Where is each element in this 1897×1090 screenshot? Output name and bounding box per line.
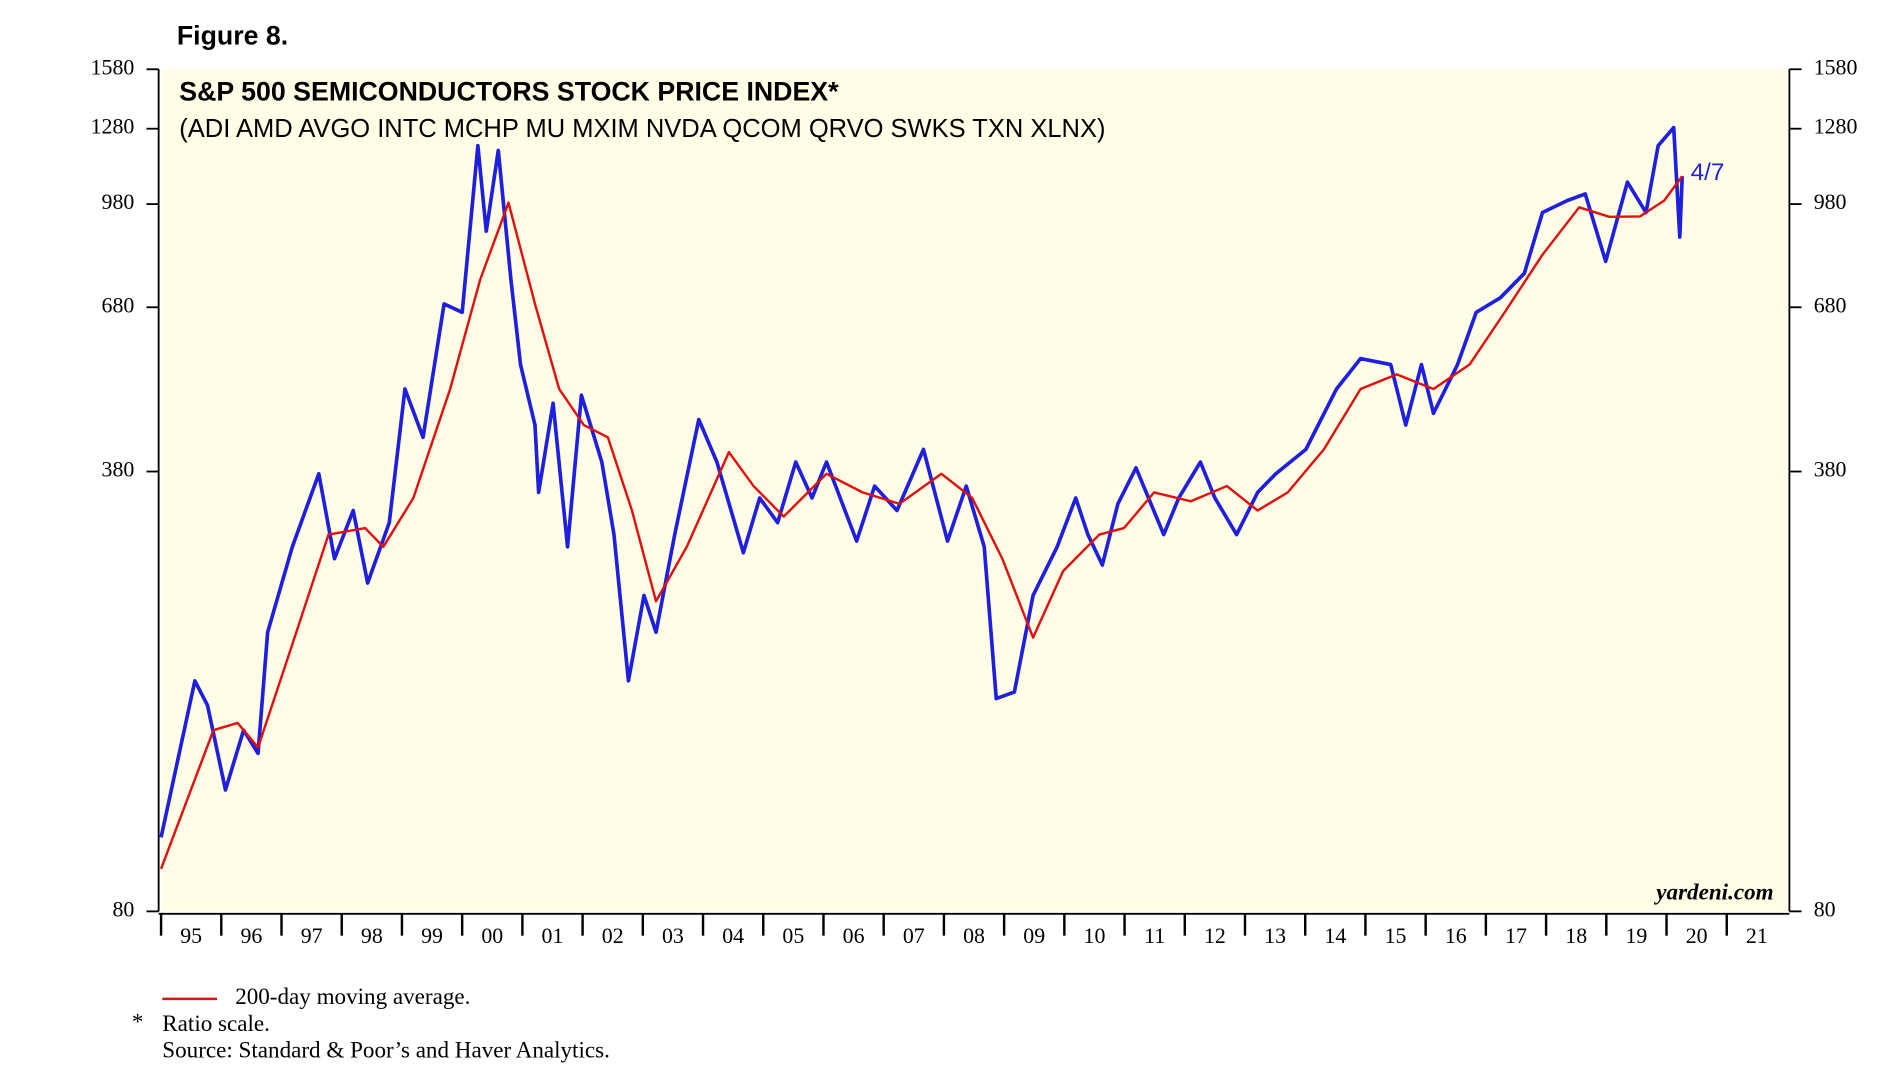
y-tick-label: 1280 [91, 115, 135, 139]
x-tick-label: 97 [301, 924, 323, 948]
y-tick-label: 680 [1814, 293, 1847, 317]
x-tick-label: 99 [421, 924, 443, 948]
x-tick-label: 17 [1505, 924, 1527, 948]
y-tick-label: 80 [1814, 897, 1836, 921]
plot-area [161, 69, 1787, 912]
y-tick-label: 80 [112, 897, 134, 921]
x-tick-label: 02 [602, 924, 624, 948]
x-tick-label: 95 [180, 924, 202, 948]
y-tick-label: 680 [102, 293, 135, 317]
x-tick-label: 00 [481, 924, 503, 948]
chart-subtitle: (ADI AMD AVGO INTC MCHP MU MXIM NVDA QCO… [179, 115, 1105, 143]
annotation: 4/7 [1691, 159, 1725, 186]
x-tick-label: 15 [1385, 924, 1407, 948]
x-tick-label: 10 [1084, 924, 1106, 948]
x-tick-label: 98 [361, 924, 383, 948]
x-tick-label: 08 [963, 924, 985, 948]
y-tick-label: 380 [102, 458, 135, 482]
x-tick-label: 09 [1023, 924, 1045, 948]
legend-label: 200-day moving average. [235, 983, 470, 1009]
x-tick-label: 01 [542, 924, 564, 948]
x-tick-label: 12 [1204, 924, 1226, 948]
x-tick-label: 18 [1565, 924, 1587, 948]
x-tick-label: 16 [1445, 924, 1467, 948]
y-tick-label: 980 [102, 190, 135, 214]
y-tick-label: 1580 [91, 55, 135, 79]
y-tick-label: 380 [1814, 458, 1847, 482]
y-tick-label: 1580 [1814, 55, 1858, 79]
x-tick-label: 04 [722, 924, 744, 948]
x-tick-label: 06 [843, 924, 865, 948]
x-tick-label: 20 [1686, 924, 1708, 948]
y-tick-label: 980 [1814, 190, 1847, 214]
series-line [159, 175, 1684, 870]
x-tick-label: 96 [240, 924, 262, 948]
x-tick-label: 03 [662, 924, 684, 948]
x-tick-label: 13 [1264, 924, 1286, 948]
footnote: Ratio scale. [162, 1010, 270, 1036]
series-line [159, 125, 1685, 838]
watermark: yardeni.com [1653, 879, 1773, 905]
source: Source: Standard & Poor’s and Haver Anal… [162, 1037, 610, 1063]
y-tick-label: 1280 [1814, 115, 1858, 139]
x-tick-label: 07 [903, 924, 925, 948]
figure-label: Figure 8. [177, 21, 288, 51]
x-tick-label: 19 [1625, 924, 1647, 948]
x-tick-label: 14 [1324, 924, 1346, 948]
footnote-marker: * [132, 1009, 144, 1035]
x-tick-label: 11 [1144, 924, 1165, 948]
chart-title: S&P 500 SEMICONDUCTORS STOCK PRICE INDEX… [179, 77, 839, 107]
x-tick-label: 21 [1746, 924, 1768, 948]
x-tick-label: 05 [782, 924, 804, 948]
